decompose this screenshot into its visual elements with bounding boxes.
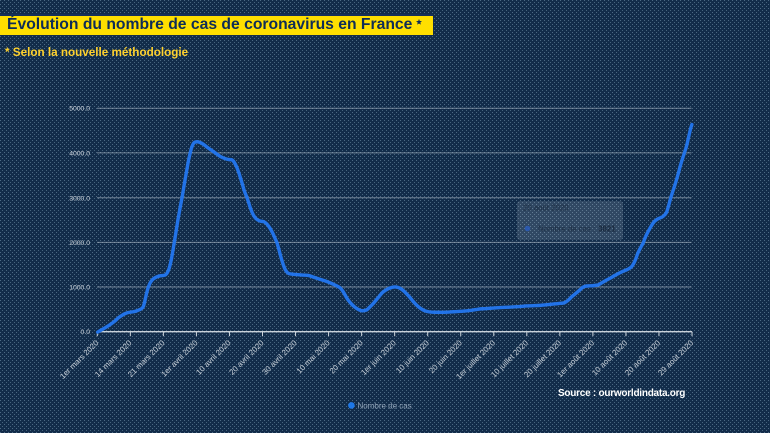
svg-text:3821: 3821	[598, 224, 616, 233]
svg-text:2000.0: 2000.0	[69, 240, 90, 247]
svg-text:30 avril 2020: 30 avril 2020	[260, 338, 299, 377]
svg-text:Source : ourworldindata.org: Source : ourworldindata.org	[558, 388, 685, 399]
svg-text:20 août 2020: 20 août 2020	[523, 204, 569, 213]
svg-text:10 juin 2020: 10 juin 2020	[394, 338, 431, 375]
svg-text:1000.0: 1000.0	[69, 285, 90, 292]
svg-text:10 mai 2020: 10 mai 2020	[295, 338, 333, 376]
svg-text:Nombre de cas: Nombre de cas	[358, 401, 412, 410]
svg-text:1er juin 2020: 1er juin 2020	[359, 338, 398, 377]
svg-text:29 août 2020: 29 août 2020	[656, 338, 695, 377]
svg-text:3000.0: 3000.0	[69, 195, 90, 202]
svg-text:4000.0: 4000.0	[69, 150, 90, 157]
svg-text:5000.0: 5000.0	[69, 106, 90, 113]
svg-text:Nombre de cas :: Nombre de cas :	[538, 224, 595, 233]
svg-text:0.0: 0.0	[81, 329, 91, 336]
